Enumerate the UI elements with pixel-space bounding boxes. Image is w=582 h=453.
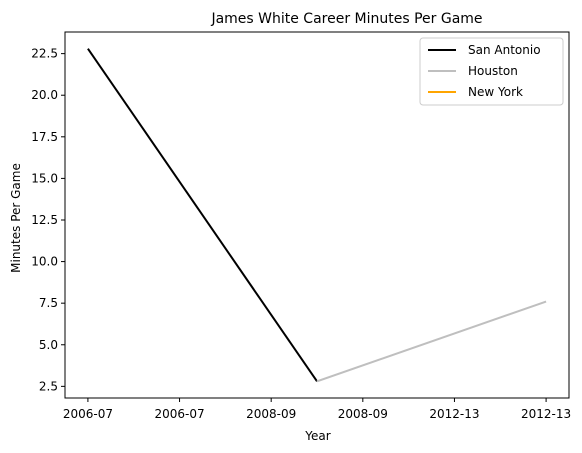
x-axis-label: Year	[304, 429, 330, 443]
series-line-houston	[316, 300, 547, 383]
y-tick-label: 22.5	[31, 47, 58, 61]
legend-label: New York	[468, 85, 523, 99]
x-tick-label: 2008-09	[338, 407, 388, 421]
y-tick-label: 5.0	[39, 338, 58, 352]
plot-frame	[64, 31, 570, 399]
chart-title: James White Career Minutes Per Game	[210, 11, 482, 27]
y-tick-label: 12.5	[31, 213, 58, 227]
legend-label: Houston	[468, 64, 518, 78]
y-axis: 2.5 5.0 7.5 10.0 12.5 15.0 17.5 20.0 22.5	[31, 47, 65, 393]
series-layer	[87, 48, 547, 383]
y-tick-label: 20.0	[31, 88, 58, 102]
y-tick-label: 15.0	[31, 171, 58, 185]
legend-frame	[419, 37, 564, 106]
legend-label: San Antonio	[468, 43, 541, 57]
legend: San Antonio Houston New York	[419, 37, 564, 106]
x-tick-label: 2012-13	[429, 407, 479, 421]
y-tick-label: 2.5	[39, 379, 58, 393]
y-tick-label: 17.5	[31, 130, 58, 144]
y-axis-label: Minutes Per Game	[9, 163, 23, 273]
x-tick-label: 2006-07	[154, 407, 204, 421]
x-axis: 2006-07 2006-07 2008-09 2008-09 2012-13 2012-…	[63, 398, 571, 421]
y-tick-label: 10.0	[31, 255, 58, 269]
y-tick-label: 7.5	[39, 296, 58, 310]
series-line-san-antonio	[87, 48, 318, 382]
x-tick-label: 2008-09	[246, 407, 296, 421]
x-tick-label: 2006-07	[63, 407, 113, 421]
x-tick-label: 2012-13	[521, 407, 571, 421]
